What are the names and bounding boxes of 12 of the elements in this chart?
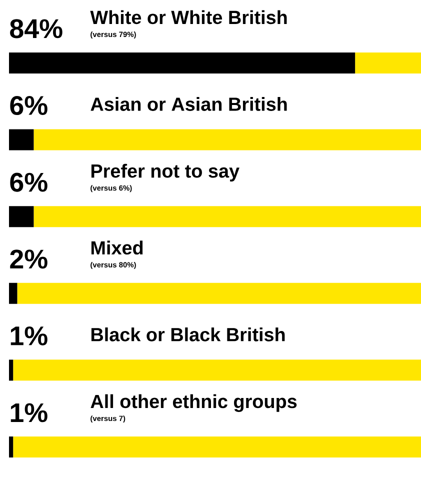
y-tick-label: Black or Black British <box>91 327 285 342</box>
data-label: 84% <box>10 19 62 38</box>
y-tick-label: All other ethnic groups <box>90 394 297 412</box>
y-tick-label: White or White British <box>90 10 287 24</box>
data-label: 6% <box>10 96 48 116</box>
data-label: 6% <box>10 172 48 192</box>
data-label: 2% <box>10 250 48 269</box>
y-tick-label: Prefer not to say <box>91 164 240 182</box>
y-tick-label: Mixed <box>91 240 143 255</box>
data-label: 1% <box>10 403 48 422</box>
y-tick-label: Asian or Asian British <box>90 97 287 111</box>
data-label: 1% <box>10 326 48 346</box>
